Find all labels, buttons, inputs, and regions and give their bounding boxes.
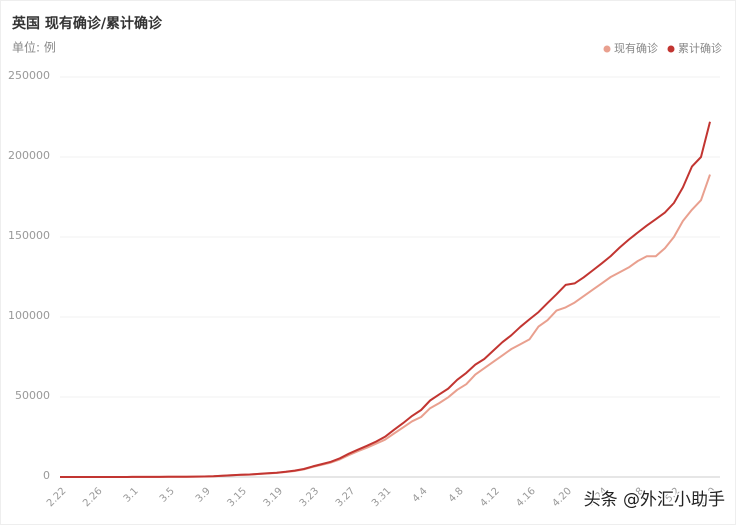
chart-title: 英国 现有确诊/累计确诊 [11,15,163,32]
y-tick-label: 250000 [8,69,50,82]
y-tick-label: 200000 [8,149,50,162]
watermark: 头条 @外汇小助手 [584,490,725,510]
y-tick-label: 150000 [8,229,50,242]
legend-marker [667,45,675,53]
legend-label: 现有确诊 [614,41,658,55]
series-line [60,121,711,478]
y-tick-label: 50000 [15,389,50,402]
chart-subtitle: 单位: 例 [12,40,56,55]
y-tick-label: 100000 [8,309,50,322]
y-tick-label: 0 [43,469,50,482]
legend-marker [603,45,611,53]
legend-label: 累计确诊 [678,41,722,55]
